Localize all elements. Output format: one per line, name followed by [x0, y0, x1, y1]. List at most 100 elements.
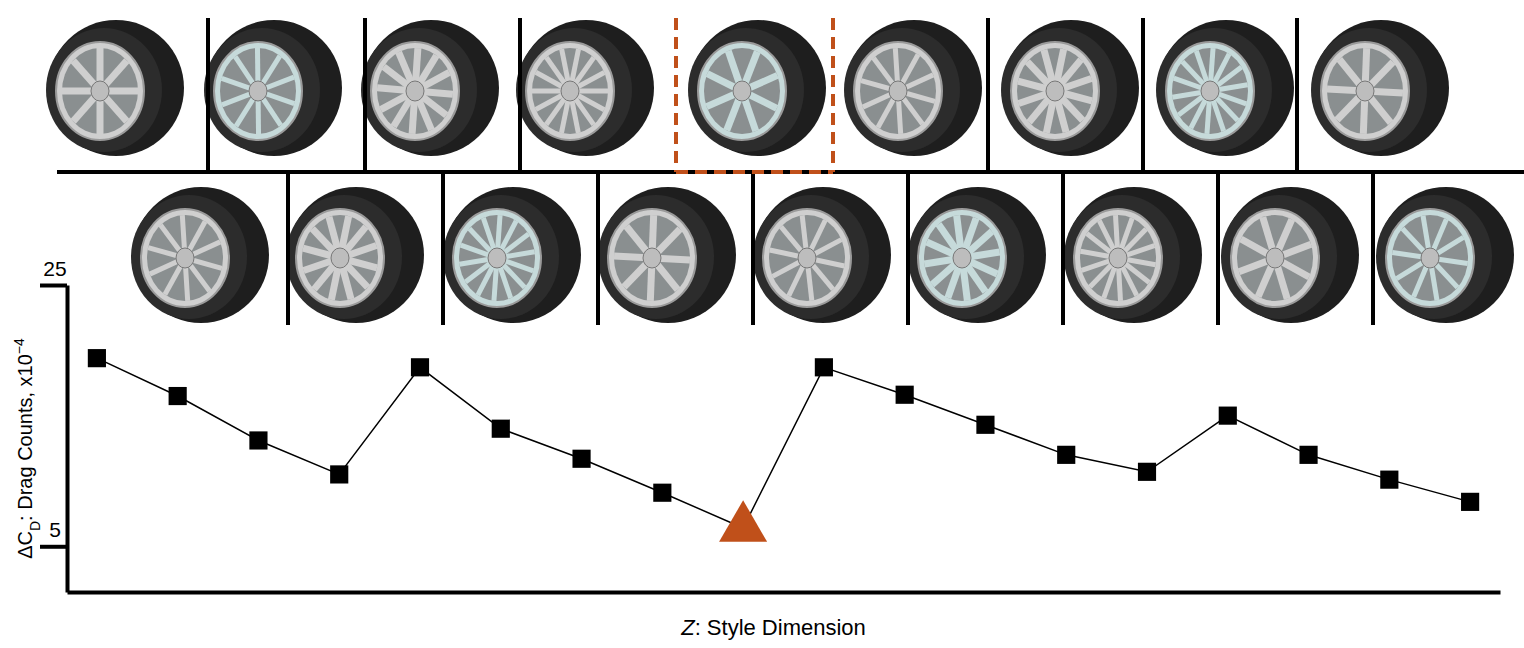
chart: 525Z: Style DimensionΔCD: Drag Counts, x…	[0, 0, 1524, 648]
y-tick-label: 5	[49, 518, 61, 541]
hub	[1421, 248, 1439, 268]
rim-inner	[614, 215, 690, 301]
marker	[330, 465, 348, 483]
tire-wall	[1376, 195, 1492, 319]
gallery-separator	[363, 18, 367, 172]
wheel	[1156, 20, 1294, 156]
y-axis-title-part: ΔC	[14, 531, 36, 559]
y-tick: 5	[40, 518, 67, 546]
hub	[733, 81, 751, 101]
marker	[88, 349, 106, 367]
wheel	[598, 187, 736, 323]
wheel	[46, 20, 184, 156]
rim	[698, 42, 786, 140]
wheel	[1064, 187, 1202, 323]
hub	[406, 81, 424, 101]
wheel	[753, 187, 891, 323]
rim	[526, 42, 614, 140]
wheel	[361, 20, 499, 156]
wheel	[1311, 20, 1449, 156]
x-axis-title-part: : Style Dimension	[695, 615, 866, 640]
rim-inner	[1080, 215, 1156, 301]
hub	[889, 81, 907, 101]
rim	[1074, 209, 1162, 307]
tire-wall	[131, 195, 247, 319]
wheel	[131, 187, 269, 323]
hub	[1201, 81, 1219, 101]
rim-inner	[377, 48, 453, 134]
rim-inner	[147, 215, 223, 301]
tire-wall	[1001, 28, 1117, 152]
hub	[1046, 81, 1064, 101]
gallery-separator	[1295, 18, 1299, 172]
selection-box	[676, 170, 833, 174]
tire-wall	[688, 28, 804, 152]
rim-inner	[1017, 48, 1093, 134]
marker	[1380, 471, 1398, 489]
gallery-separator	[1061, 172, 1065, 325]
rim	[1011, 42, 1099, 140]
tire-wall	[516, 28, 632, 152]
gallery-separator	[518, 18, 522, 172]
rim	[214, 42, 302, 140]
marker	[572, 450, 590, 468]
gallery-separator	[1216, 172, 1220, 325]
hub	[488, 248, 506, 268]
hub	[176, 248, 194, 268]
hub	[643, 248, 661, 268]
highlight-marker	[719, 500, 767, 542]
marker	[976, 416, 994, 434]
hub	[91, 81, 109, 101]
wheel	[1376, 187, 1514, 323]
rim	[608, 209, 696, 307]
hub	[1356, 81, 1374, 101]
wheel	[908, 187, 1046, 323]
gallery-separator	[206, 18, 210, 172]
rim-inner	[220, 48, 296, 134]
tire-wall	[598, 195, 714, 319]
rim	[1166, 42, 1254, 140]
gallery-separator	[751, 172, 755, 325]
y-axis: 5 25	[40, 257, 68, 592]
rim-inner	[1327, 48, 1403, 134]
y-tick-mark	[40, 545, 67, 549]
wheel-gallery	[46, 18, 1524, 325]
marker	[653, 484, 671, 502]
rim-inner	[532, 48, 608, 134]
y-tick-mark	[40, 284, 67, 288]
rim-inner	[459, 215, 535, 301]
wheel	[688, 20, 826, 156]
gallery-separator	[441, 172, 445, 325]
tire-wall	[46, 28, 162, 152]
gallery-separator	[986, 18, 990, 172]
marker	[815, 358, 833, 376]
gallery-separator	[906, 172, 910, 325]
rim	[453, 209, 541, 307]
marker	[1299, 446, 1317, 464]
rim	[296, 209, 384, 307]
rim-inner	[302, 215, 378, 301]
wheel	[286, 187, 424, 323]
hub	[561, 81, 579, 101]
tire-wall	[1311, 28, 1427, 152]
tire-wall	[908, 195, 1024, 319]
tire-wall	[1064, 195, 1180, 319]
marker	[1138, 463, 1156, 481]
wheel	[1221, 187, 1359, 323]
gallery-separator	[1141, 18, 1145, 172]
gallery-separator	[596, 172, 600, 325]
marker	[492, 420, 510, 438]
tire-wall	[1221, 195, 1337, 319]
rim	[56, 42, 144, 140]
wheel	[443, 187, 581, 323]
tire-wall	[844, 28, 960, 152]
rim-inner	[62, 48, 138, 134]
marker	[1057, 446, 1075, 464]
wheel	[844, 20, 982, 156]
wheel	[204, 20, 342, 156]
wheel	[1001, 20, 1139, 156]
hub	[953, 248, 971, 268]
y-tick-label: 25	[43, 257, 66, 280]
marker	[169, 387, 187, 405]
tire-wall	[753, 195, 869, 319]
